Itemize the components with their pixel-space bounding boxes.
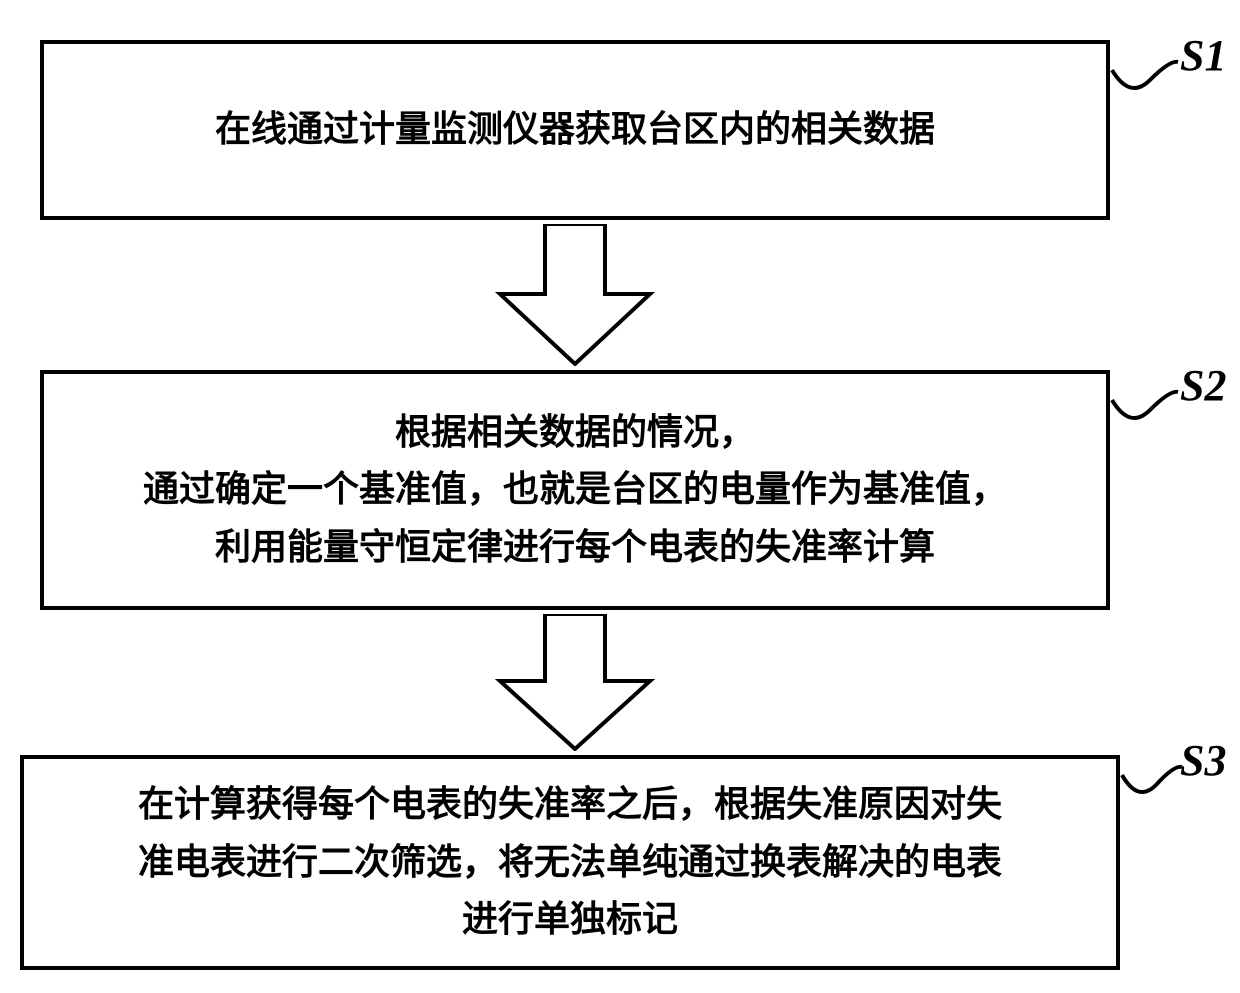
flow-text-s1: 在线通过计量监测仪器获取台区内的相关数据 (215, 101, 935, 159)
step-label-s3: S3 (1180, 735, 1226, 786)
arrow-s1-s2 (490, 224, 660, 366)
flow-text-s3-line2: 准电表进行二次筛选，将无法单纯通过换表解决的电表 (138, 834, 1002, 892)
flow-box-s2: 根据相关数据的情况， 通过确定一个基准值，也就是台区的电量作为基准值， 利用能量… (40, 370, 1110, 610)
flow-text-s3-line3: 进行单独标记 (138, 891, 1002, 949)
flow-box-s1: 在线通过计量监测仪器获取台区内的相关数据 (40, 40, 1110, 220)
flow-box-s3: 在计算获得每个电表的失准率之后，根据失准原因对失 准电表进行二次筛选，将无法单纯… (20, 755, 1120, 970)
step-label-s1: S1 (1180, 30, 1226, 81)
flow-text-s2-line3: 利用能量守恒定律进行每个电表的失准率计算 (143, 519, 1007, 577)
flow-text-s2-line2: 通过确定一个基准值，也就是台区的电量作为基准值， (143, 461, 1007, 519)
flow-text-s3-line1: 在计算获得每个电表的失准率之后，根据失准原因对失 (138, 776, 1002, 834)
connector-s2 (1110, 360, 1185, 430)
step-label-s2: S2 (1180, 360, 1226, 411)
arrow-s2-s3 (490, 614, 660, 751)
flow-text-s2: 根据相关数据的情况， 通过确定一个基准值，也就是台区的电量作为基准值， 利用能量… (143, 404, 1007, 577)
flow-text-s3: 在计算获得每个电表的失准率之后，根据失准原因对失 准电表进行二次筛选，将无法单纯… (138, 776, 1002, 949)
flow-text-s2-line1: 根据相关数据的情况， (143, 404, 1007, 462)
flowchart-container: 在线通过计量监测仪器获取台区内的相关数据 S1 根据相关数据的情况， 通过确定一… (0, 0, 1240, 993)
connector-s1 (1110, 30, 1185, 100)
